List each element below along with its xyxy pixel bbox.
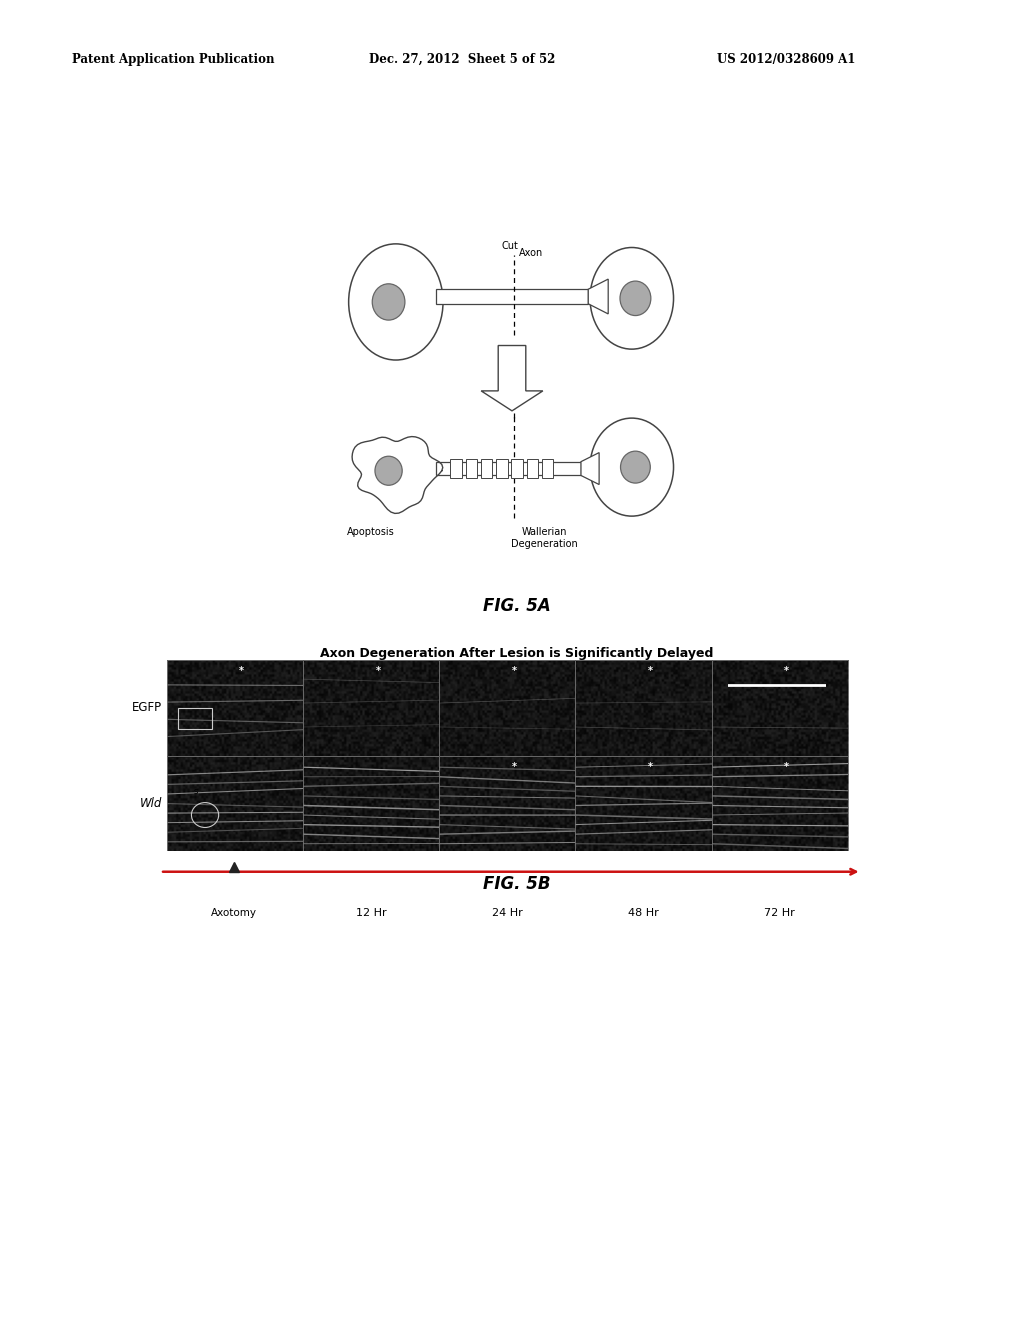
Bar: [496, 459, 508, 478]
Bar: [178, 708, 212, 729]
Polygon shape: [352, 437, 442, 513]
Ellipse shape: [620, 281, 651, 315]
Text: s: s: [194, 787, 198, 796]
Ellipse shape: [621, 451, 650, 483]
FancyBboxPatch shape: [327, 207, 697, 578]
Text: *: *: [240, 667, 245, 676]
Text: *: *: [512, 667, 517, 676]
Bar: [436, 289, 588, 304]
Text: *: *: [784, 667, 790, 676]
Text: *: *: [648, 667, 653, 676]
Bar: [466, 459, 477, 478]
Ellipse shape: [590, 418, 674, 516]
Polygon shape: [481, 346, 543, 411]
Polygon shape: [581, 453, 599, 484]
Text: 24 Hr: 24 Hr: [492, 908, 523, 919]
Text: Apoptosis: Apoptosis: [346, 527, 394, 537]
Text: Wallerian
Degeneration: Wallerian Degeneration: [511, 527, 578, 549]
Polygon shape: [588, 279, 608, 314]
Text: Axon: Axon: [519, 248, 544, 259]
Bar: [511, 459, 523, 478]
Text: Patent Application Publication: Patent Application Publication: [72, 53, 274, 66]
Ellipse shape: [590, 248, 674, 350]
Bar: [542, 459, 553, 478]
Ellipse shape: [348, 244, 443, 360]
Bar: [436, 462, 581, 475]
Text: *: *: [784, 762, 790, 772]
Text: 72 Hr: 72 Hr: [764, 908, 796, 919]
Bar: [451, 459, 462, 478]
Text: *: *: [376, 667, 381, 676]
Text: Cut: Cut: [501, 242, 518, 251]
Text: EGFP: EGFP: [132, 701, 162, 714]
Text: Axon Degeneration After Lesion is Significantly Delayed: Axon Degeneration After Lesion is Signif…: [321, 647, 714, 660]
Bar: [481, 459, 493, 478]
Text: FIG. 5B: FIG. 5B: [483, 875, 551, 894]
Text: FIG. 5A: FIG. 5A: [483, 597, 551, 615]
Ellipse shape: [375, 457, 402, 486]
Text: 48 Hr: 48 Hr: [628, 908, 659, 919]
Text: Dec. 27, 2012  Sheet 5 of 52: Dec. 27, 2012 Sheet 5 of 52: [369, 53, 555, 66]
Text: *: *: [648, 762, 653, 772]
Text: 12 Hr: 12 Hr: [356, 908, 386, 919]
Text: *: *: [512, 762, 517, 772]
Text: US 2012/0328609 A1: US 2012/0328609 A1: [717, 53, 855, 66]
Bar: [526, 459, 539, 478]
Ellipse shape: [373, 284, 404, 321]
Text: Wld: Wld: [139, 797, 162, 810]
Text: Axotomy: Axotomy: [211, 908, 257, 919]
